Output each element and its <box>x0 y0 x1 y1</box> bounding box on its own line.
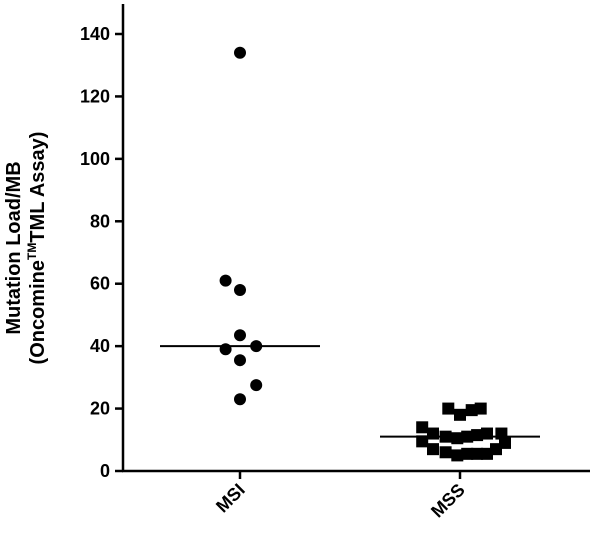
mss-point <box>471 429 484 442</box>
msi-point <box>234 354 246 367</box>
y-tick-label: 80 <box>90 211 110 231</box>
axes <box>121 4 590 473</box>
mss-point <box>442 402 455 415</box>
y-tick-label: 100 <box>80 149 110 169</box>
mss-point <box>495 427 508 440</box>
mss-point <box>461 430 474 443</box>
x-category-label: MSI <box>212 480 249 517</box>
mss-point <box>461 447 474 460</box>
x-category-label: MSS <box>427 480 469 522</box>
mss-point <box>499 436 511 449</box>
mss-point <box>451 449 464 462</box>
msi-point <box>250 379 263 392</box>
mss-point <box>481 427 493 440</box>
y-tick-label: 60 <box>90 274 110 294</box>
mss-point <box>427 443 439 456</box>
msi-point <box>234 329 246 342</box>
mss-point <box>427 427 439 440</box>
msi-point <box>219 274 232 287</box>
mss-point <box>454 408 466 421</box>
median-lines <box>160 345 540 438</box>
msi-point <box>234 283 246 296</box>
mss-point <box>451 432 464 445</box>
mss-point <box>474 402 487 415</box>
mss-point <box>439 430 452 443</box>
y-tick-label: 120 <box>80 86 110 106</box>
y-tick-label: 40 <box>90 336 110 356</box>
x-categories: MSI MSS <box>212 471 469 521</box>
y-axis-label-line1: Mutation Load/MB <box>3 161 25 334</box>
msi-point <box>234 393 246 406</box>
mss-point <box>439 446 452 459</box>
y-tick-label: 140 <box>80 24 110 44</box>
data-points <box>219 46 511 462</box>
mss-point <box>471 447 484 460</box>
msi-point <box>250 340 263 353</box>
msi-point <box>219 343 232 356</box>
mss-point <box>416 435 429 448</box>
y-tick-label: 0 <box>100 461 110 481</box>
y-tick-label: 20 <box>90 399 110 419</box>
msi-point <box>234 46 246 59</box>
y-ticks: 0 20 40 60 80 100 120 140 <box>80 24 123 481</box>
y-axis-label-line2: (OncomineTMTML Assay) <box>25 132 49 365</box>
mss-point <box>416 421 429 434</box>
